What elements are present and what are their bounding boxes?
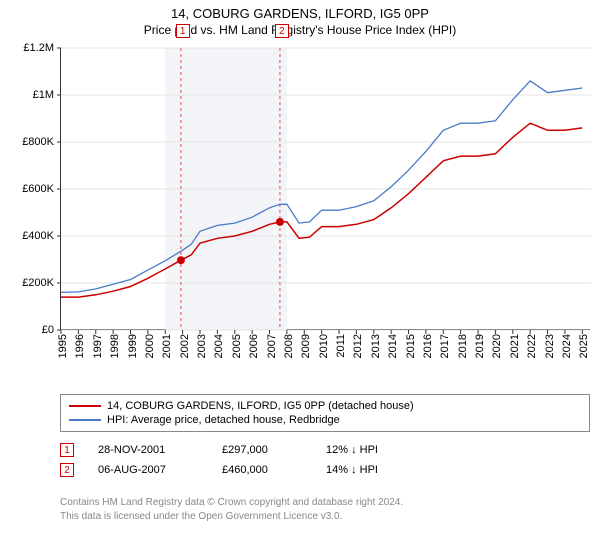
- x-tick-label: 2025: [578, 334, 590, 358]
- x-tick-label: 2003: [196, 334, 208, 358]
- y-tick-label: £400K: [8, 230, 54, 242]
- x-tick-label: 2018: [457, 334, 469, 358]
- x-tick-label: 2002: [179, 334, 191, 358]
- sales-row: 1 28-NOV-2001 £297,000 12% ↓ HPI: [60, 440, 590, 460]
- x-tick-label: 2007: [266, 334, 278, 358]
- x-axis: 1995 1996 1997 1998 1999 2000 2001 2002 2003 2004…: [60, 334, 590, 378]
- y-tick-label: £1.2M: [8, 42, 54, 54]
- y-tick-label: £800K: [8, 136, 54, 148]
- x-tick-label: 2005: [231, 334, 243, 358]
- y-tick-label: £200K: [8, 277, 54, 289]
- sales-date: 28-NOV-2001: [98, 444, 198, 456]
- sales-date: 06-AUG-2007: [98, 464, 198, 476]
- legend-swatch: [69, 419, 101, 421]
- sales-price: £297,000: [222, 444, 302, 456]
- plot-area: 12: [60, 48, 590, 330]
- legend-label: HPI: Average price, detached house, Redb…: [107, 414, 340, 426]
- x-tick-label: 2013: [370, 334, 382, 358]
- legend-row: 14, COBURG GARDENS, ILFORD, IG5 0PP (det…: [69, 399, 581, 413]
- y-tick-label: £600K: [8, 183, 54, 195]
- x-tick-label: 2016: [422, 334, 434, 358]
- x-tick-label: 2004: [213, 334, 225, 358]
- x-tick-label: 2015: [405, 334, 417, 358]
- chart-container: 14, COBURG GARDENS, ILFORD, IG5 0PP Pric…: [0, 0, 600, 560]
- footer-attribution: Contains HM Land Registry data © Crown c…: [60, 496, 590, 523]
- x-tick-label: 2019: [474, 334, 486, 358]
- y-tick-label: £0: [8, 324, 54, 336]
- sales-vs-hpi: 14% ↓ HPI: [326, 464, 416, 476]
- x-tick-label: 1997: [92, 334, 104, 358]
- sale-marker-box: 2: [275, 24, 289, 38]
- legend-swatch: [69, 405, 101, 407]
- sale-marker-box: 1: [176, 24, 190, 38]
- chart-outer: £0£200K£400K£600K£800K£1M£1.2M 12 199519…: [8, 48, 592, 378]
- x-tick-label: 2009: [300, 334, 312, 358]
- chart-title: 14, COBURG GARDENS, ILFORD, IG5 0PP: [0, 0, 600, 21]
- x-tick-label: 2022: [526, 334, 538, 358]
- x-tick-label: 2012: [352, 334, 364, 358]
- plot-svg: [61, 48, 591, 330]
- sales-table: 1 28-NOV-2001 £297,000 12% ↓ HPI 2 06-AUG-200…: [60, 440, 590, 480]
- footer-line-2: This data is licensed under the Open Gov…: [60, 510, 590, 524]
- x-tick-label: 2001: [161, 334, 173, 358]
- legend-row: HPI: Average price, detached house, Redb…: [69, 413, 581, 427]
- x-tick-label: 2023: [544, 334, 556, 358]
- x-tick-label: 2014: [387, 334, 399, 358]
- x-tick-label: 2024: [561, 334, 573, 358]
- sales-row: 2 06-AUG-2007 £460,000 14% ↓ HPI: [60, 460, 590, 480]
- x-tick-label: 2020: [491, 334, 503, 358]
- chart-subtitle: Price paid vs. HM Land Registry's House …: [0, 21, 600, 41]
- sales-vs-hpi: 12% ↓ HPI: [326, 444, 416, 456]
- x-tick-label: 2010: [318, 334, 330, 358]
- legend-label: 14, COBURG GARDENS, ILFORD, IG5 0PP (det…: [107, 400, 414, 412]
- x-tick-label: 1995: [57, 334, 69, 358]
- legend: 14, COBURG GARDENS, ILFORD, IG5 0PP (det…: [60, 394, 590, 432]
- x-tick-label: 1996: [74, 334, 86, 358]
- y-tick-label: £1M: [8, 89, 54, 101]
- x-tick-label: 1998: [109, 334, 121, 358]
- x-tick-label: 2021: [509, 334, 521, 358]
- sales-marker-box: 1: [60, 443, 74, 457]
- x-tick-label: 2008: [283, 334, 295, 358]
- sales-marker-box: 2: [60, 463, 74, 477]
- sales-price: £460,000: [222, 464, 302, 476]
- footer-line-1: Contains HM Land Registry data © Crown c…: [60, 496, 590, 510]
- y-axis: £0£200K£400K£600K£800K£1M£1.2M: [8, 48, 58, 330]
- x-tick-label: 2006: [248, 334, 260, 358]
- x-tick-label: 2011: [335, 334, 347, 358]
- x-tick-label: 2000: [144, 334, 156, 358]
- x-tick-label: 2017: [439, 334, 451, 358]
- x-tick-label: 1999: [127, 334, 139, 358]
